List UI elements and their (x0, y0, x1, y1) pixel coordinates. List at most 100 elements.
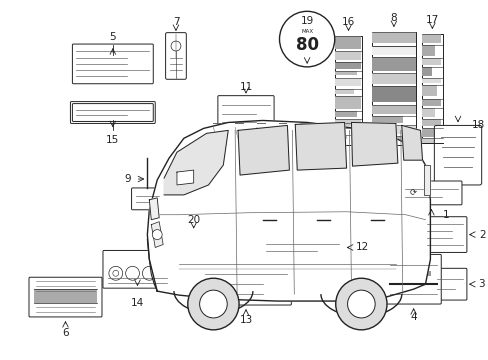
Text: 12: 12 (355, 243, 368, 252)
Bar (371, 104, 415, 114)
Text: 6: 6 (62, 328, 69, 338)
FancyBboxPatch shape (423, 217, 466, 252)
Text: 20: 20 (187, 215, 200, 225)
Bar (371, 32, 415, 145)
Bar (421, 85, 436, 96)
FancyBboxPatch shape (181, 159, 220, 183)
Text: MAX: MAX (301, 29, 312, 33)
FancyBboxPatch shape (432, 268, 466, 300)
Text: 18: 18 (471, 121, 484, 130)
Circle shape (142, 266, 156, 280)
Text: 11: 11 (239, 82, 252, 92)
Circle shape (170, 243, 178, 251)
Text: 13: 13 (239, 315, 252, 325)
Text: 15: 15 (106, 135, 119, 145)
Text: 80: 80 (295, 36, 318, 54)
Text: 8: 8 (390, 13, 396, 23)
Text: 1: 1 (442, 210, 449, 220)
Bar (421, 45, 434, 56)
FancyBboxPatch shape (400, 181, 461, 205)
Bar (334, 71, 356, 75)
Bar (421, 78, 440, 83)
FancyBboxPatch shape (72, 104, 153, 121)
Text: 4: 4 (409, 312, 416, 322)
Circle shape (152, 230, 162, 239)
Circle shape (347, 290, 374, 318)
Circle shape (109, 266, 122, 280)
Polygon shape (202, 242, 215, 255)
Bar (421, 58, 440, 65)
Bar (388, 271, 430, 276)
Bar (334, 78, 360, 86)
Bar (334, 51, 360, 60)
Bar (371, 32, 415, 44)
Circle shape (171, 41, 181, 51)
Circle shape (406, 186, 420, 200)
Bar (421, 99, 440, 106)
FancyBboxPatch shape (385, 255, 440, 304)
Bar (334, 62, 360, 69)
Bar (334, 89, 353, 94)
Bar (371, 46, 393, 55)
Polygon shape (295, 122, 346, 170)
Text: ⟳: ⟳ (409, 188, 416, 197)
FancyBboxPatch shape (165, 33, 186, 79)
Bar (371, 136, 406, 145)
Text: 7: 7 (172, 17, 179, 27)
FancyBboxPatch shape (433, 125, 481, 185)
Text: 17: 17 (425, 15, 438, 25)
Circle shape (187, 278, 239, 330)
Bar (421, 128, 436, 137)
Circle shape (335, 278, 386, 330)
Text: 2: 2 (479, 230, 486, 239)
Bar (371, 57, 415, 71)
Polygon shape (159, 271, 167, 279)
Bar (334, 112, 356, 117)
Text: 14: 14 (131, 298, 144, 308)
Bar (421, 67, 431, 76)
Bar (334, 36, 360, 49)
Polygon shape (401, 125, 422, 160)
FancyBboxPatch shape (261, 235, 342, 260)
Text: 19: 19 (300, 16, 313, 26)
Circle shape (113, 270, 119, 276)
FancyBboxPatch shape (161, 233, 226, 262)
Text: 3: 3 (477, 279, 484, 289)
FancyBboxPatch shape (29, 277, 102, 317)
FancyBboxPatch shape (200, 264, 291, 305)
Bar (204, 272, 222, 294)
Circle shape (279, 11, 334, 67)
Text: 5: 5 (109, 32, 116, 42)
Text: 9: 9 (124, 174, 131, 184)
FancyBboxPatch shape (218, 96, 274, 131)
FancyBboxPatch shape (70, 102, 155, 123)
FancyBboxPatch shape (131, 188, 163, 210)
Bar (371, 46, 415, 55)
Bar (34, 289, 97, 303)
Bar (371, 116, 402, 123)
Polygon shape (149, 198, 159, 220)
Bar (334, 119, 360, 126)
Bar (334, 135, 360, 145)
Text: 10: 10 (194, 143, 207, 153)
Bar (421, 34, 440, 43)
Circle shape (165, 239, 183, 256)
Text: 16: 16 (341, 17, 354, 27)
Polygon shape (177, 170, 193, 185)
Circle shape (181, 239, 198, 256)
Circle shape (125, 266, 139, 280)
Polygon shape (423, 165, 429, 195)
Polygon shape (164, 130, 228, 195)
Polygon shape (151, 222, 163, 247)
Circle shape (199, 290, 227, 318)
FancyBboxPatch shape (103, 251, 172, 288)
Bar (371, 73, 415, 84)
Polygon shape (351, 122, 397, 166)
Polygon shape (238, 125, 289, 175)
Bar (334, 128, 353, 133)
Bar (334, 36, 362, 145)
Bar (421, 108, 434, 117)
FancyBboxPatch shape (72, 44, 153, 84)
Bar (371, 86, 415, 102)
FancyBboxPatch shape (259, 234, 344, 261)
